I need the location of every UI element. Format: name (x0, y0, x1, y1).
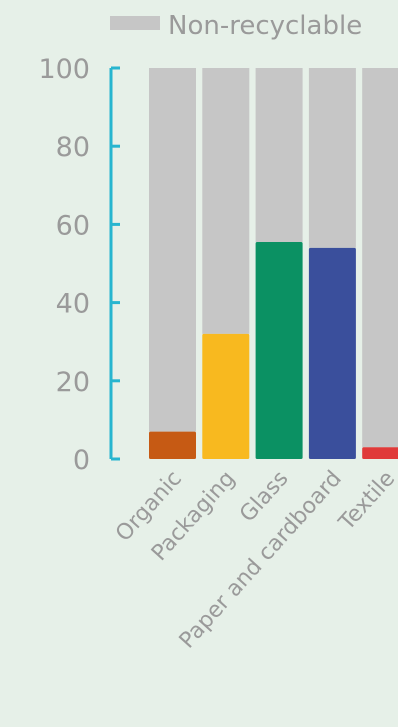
bars (149, 68, 398, 459)
y-tick-label: 40 (56, 289, 90, 320)
y-tick-label: 0 (73, 445, 90, 476)
legend-swatch-non-recyclable (110, 16, 160, 30)
bar-non-recyclable-textile (362, 68, 398, 448)
bar-non-recyclable-organic (149, 68, 196, 432)
y-tick-label: 20 (56, 367, 90, 398)
legend-label-non-recyclable: Non-recyclable (168, 11, 362, 41)
y-tick-label: 80 (56, 132, 90, 163)
bar-recyclable-glass (255, 241, 303, 459)
bar-non-recyclable-glass (255, 68, 303, 242)
y-tick-label: 60 (56, 210, 90, 241)
y-tick-label: 100 (38, 54, 90, 85)
bar-recyclable-packaging (202, 333, 250, 459)
x-tick-label-textile: Textile (334, 466, 398, 536)
bar-non-recyclable-paper-and-cardboard (308, 68, 356, 248)
legend: Non-recyclable (110, 11, 362, 41)
bar-recyclable-paper-and-cardboard (308, 247, 356, 459)
bar-recyclable-organic (149, 431, 196, 459)
bar-recyclable-textile (362, 447, 398, 459)
y-axis: 0 20 40 60 80 100 (38, 54, 120, 476)
bar-non-recyclable-packaging (202, 68, 250, 334)
